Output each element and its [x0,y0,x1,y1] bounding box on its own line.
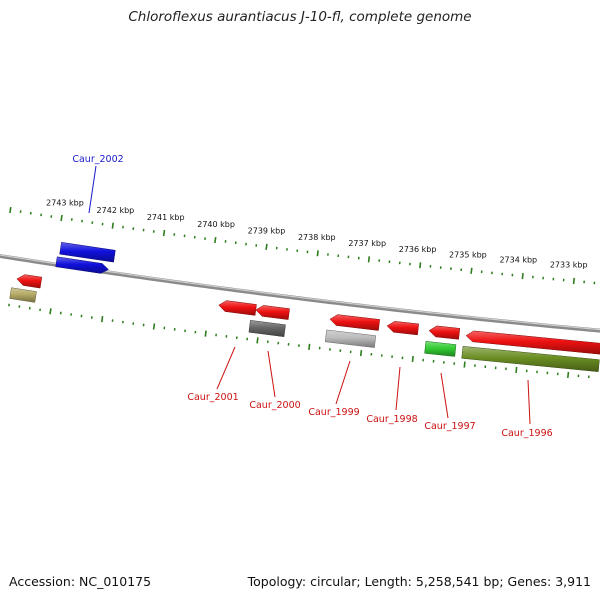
gene-label: Caur_2000 [249,400,300,411]
gene-label: Caur_2002 [72,154,123,165]
scale-label: 2733 kbp [550,261,588,270]
scale-label: 2742 kbp [97,206,135,215]
cds-reverse-partial [16,274,43,289]
lower-scale-major-tick [256,337,259,344]
scale-label: 2743 kbp [46,198,84,207]
gene-label-layer: Caur_2002 Caur_2001 Caur_2000 Caur_1999 Caur… [72,154,552,439]
lower-scale-major-tick [152,323,156,330]
cds-caur-1996 [465,330,600,355]
gene-callout-line [267,350,276,398]
upper-scale-major-tick [367,256,371,263]
map-title: Chloroflexus aurantiacus J-10-fl, comple… [128,9,472,25]
gene-callout-line [335,360,351,405]
cds-caur-1998 [386,321,419,336]
gene-callout-line [440,372,449,419]
lower-scale-major-tick [49,308,52,315]
scale-label: 2735 kbp [449,250,487,259]
scale-label: 2740 kbp [197,220,235,229]
scale-label: 2738 kbp [298,233,336,242]
tick-layer [8,206,596,379]
cds-caur-2001 [218,300,257,316]
upper-scale-major-tick [214,236,217,244]
cds-caur-1999 [329,314,380,331]
upper-scale-major-tick [162,229,166,237]
gene-callout-line [88,165,97,214]
accession-text: Accession: NC_010175 [9,574,152,589]
gene-label: Caur_2001 [187,392,238,403]
lower-scale-major-tick [101,315,104,323]
upper-scale-major-tick [316,250,319,257]
callout-layer [88,165,531,425]
upper-scale-major-tick [265,243,268,250]
gene-callout-line [216,346,236,390]
genome-summary-text: Topology: circular; Length: 5,258,541 bp… [247,574,591,589]
scale-label: 2734 kbp [499,256,537,265]
cog-caur-1996 [461,346,600,372]
lower-scale-major-tick [359,350,363,357]
cds-caur-2000 [255,305,290,320]
cds-caur-2002 [59,242,116,263]
scale-label: 2736 kbp [399,245,437,254]
upper-scale-major-tick [521,273,524,280]
cog-caur-1999 [324,329,377,348]
lower-scale-major-tick [411,355,414,363]
cog-caur-2000 [248,320,286,337]
cog-reverse-partial [9,287,37,303]
gene-label: Caur_1997 [424,421,475,432]
upper-scale-major-tick [60,214,63,222]
cds-caur-1997 [428,325,461,340]
lower-scale-major-tick [567,371,570,378]
lower-scale-major-tick [204,330,207,337]
lower-scale-major-tick [463,361,466,368]
tick-label-layer: 2743 kbp 2742 kbp 2741 kbp 2740 kbp 2739 kbp… [46,198,587,269]
cog-caur-2002 [55,256,109,274]
gene-label: Caur_1996 [501,428,552,439]
cog-caur-1997 [424,341,457,357]
scale-label: 2741 kbp [147,213,185,222]
lower-scale-major-tick [515,366,518,373]
upper-scale-major-tick [9,206,12,214]
gene-label: Caur_1998 [366,414,417,425]
upper-scale-major-tick [111,222,114,229]
upper-scale-major-tick [470,267,473,274]
scale-label: 2737 kbp [348,239,386,248]
gene-callout-line [527,379,531,425]
scale-label: 2739 kbp [248,227,286,236]
feature-layer [9,242,600,372]
upper-scale-major-tick [572,277,575,285]
lower-scale-major-tick [308,343,311,350]
gene-label: Caur_1999 [308,407,359,418]
upper-scale-major-tick [419,262,422,269]
gene-callout-line [395,366,401,411]
